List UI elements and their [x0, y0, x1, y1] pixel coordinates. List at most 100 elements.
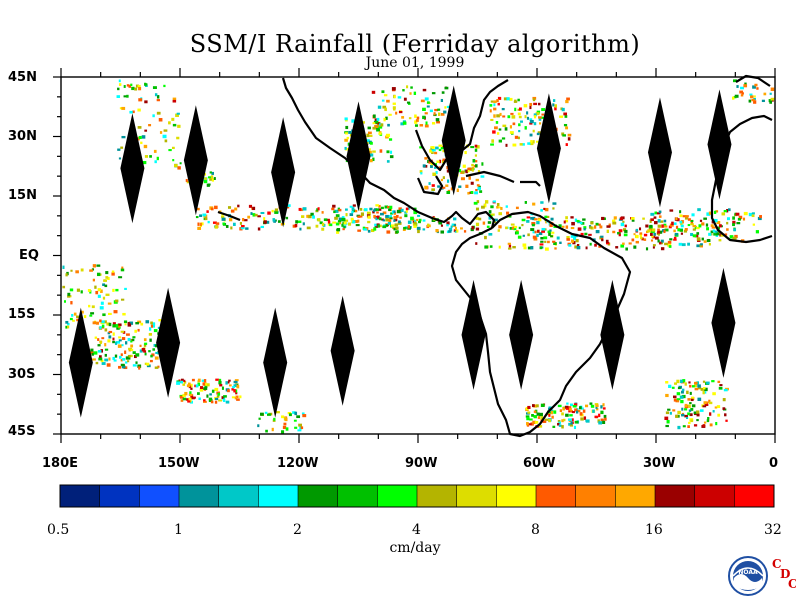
rain-pixel: [533, 122, 537, 126]
lat-label-30n: 30N: [8, 129, 37, 144]
rain-pixel: [712, 229, 715, 233]
rain-pixel: [743, 211, 748, 216]
rain-pixel: [571, 221, 575, 226]
rain-pixel: [93, 351, 98, 355]
rain-pixel: [107, 302, 112, 305]
rain-pixel: [102, 313, 106, 317]
rain-pixel: [532, 404, 535, 408]
rain-pixel: [642, 217, 645, 220]
rain-pixel: [709, 423, 713, 427]
rain-pixel: [407, 225, 410, 229]
rain-pixel: [582, 409, 586, 413]
rain-pixel: [98, 357, 103, 361]
rain-pixel: [467, 167, 472, 170]
rain-pixel: [257, 227, 261, 231]
rain-pixel: [434, 151, 438, 155]
rain-pixel: [548, 419, 551, 423]
rain-pixel: [481, 162, 484, 166]
rain-pixel: [97, 294, 101, 298]
rain-pixel: [679, 214, 683, 218]
rain-pixel: [678, 242, 683, 246]
rain-pixel: [191, 378, 195, 382]
rain-pixel: [218, 399, 223, 402]
rain-pixel: [402, 89, 405, 92]
rain-pixel: [234, 379, 239, 382]
rain-pixel: [691, 404, 696, 408]
rain-pixel: [666, 420, 670, 424]
rain-pixel: [205, 382, 208, 386]
rain-pixel: [436, 120, 440, 124]
rain-pixel: [689, 413, 693, 417]
rain-pixel: [653, 216, 657, 219]
rain-pixel: [225, 224, 229, 228]
rain-pixel: [104, 343, 107, 347]
rain-pixel: [532, 129, 535, 133]
rain-pixel: [237, 204, 240, 208]
rain-pixel: [680, 232, 683, 235]
rain-pixel: [506, 211, 510, 215]
rain-pixel: [536, 412, 540, 416]
rain-pixel: [484, 235, 487, 240]
rain-pixel: [209, 171, 212, 174]
rain-pixel: [150, 321, 153, 325]
rain-pixel: [287, 204, 291, 207]
rain-pixel: [248, 204, 253, 208]
rain-pixel: [554, 247, 557, 250]
rain-pixel: [682, 425, 686, 428]
no-data-diamond: [707, 89, 732, 200]
rain-pixel: [347, 142, 350, 146]
rain-pixel: [696, 237, 701, 241]
rain-pixel: [547, 240, 550, 244]
rain-pixel: [156, 99, 160, 102]
rain-pixel: [294, 411, 298, 416]
rain-pixel: [67, 325, 70, 329]
rain-pixel: [450, 187, 454, 191]
rain-pixel: [751, 212, 755, 215]
rain-pixel: [182, 397, 187, 401]
rain-pixel: [129, 338, 134, 342]
rain-pixel: [156, 95, 160, 99]
rain-pixel: [633, 233, 636, 236]
rain-pixel: [175, 113, 179, 117]
rain-pixel: [650, 212, 655, 216]
rain-pixel: [252, 206, 256, 211]
rain-pixel: [419, 124, 424, 127]
rain-pixel: [590, 404, 595, 408]
rain-pixel: [444, 86, 449, 90]
rain-pixel: [112, 337, 115, 341]
rain-pixel: [559, 409, 563, 413]
rain-pixel: [430, 146, 434, 149]
rain-pixel: [144, 342, 148, 345]
rain-pixel: [357, 219, 360, 223]
rain-pixel: [588, 233, 592, 236]
rain-pixel: [696, 226, 700, 230]
rain-pixel: [431, 92, 436, 95]
rain-pixel: [332, 204, 336, 208]
rain-pixel: [558, 421, 561, 425]
rain-pixel: [265, 429, 268, 433]
rain-pixel: [369, 207, 373, 211]
rain-pixel: [751, 98, 755, 102]
rain-pixel: [151, 322, 156, 326]
rain-pixel: [199, 389, 204, 392]
rain-pixel: [72, 319, 75, 322]
rain-pixel: [490, 100, 494, 103]
rain-pixel: [645, 247, 649, 251]
rain-pixel: [752, 223, 756, 226]
coastline-south-america: [450, 210, 632, 438]
rain-pixel: [431, 188, 435, 191]
rain-pixel: [515, 231, 519, 235]
rain-pixel: [117, 87, 120, 91]
rain-pixel: [498, 139, 503, 143]
rain-pixel: [83, 315, 87, 319]
rain-pixel: [302, 207, 307, 211]
rain-pixel: [260, 225, 265, 229]
rain-pixel: [475, 217, 480, 220]
rain-pixel: [749, 93, 753, 96]
rain-pixel: [113, 359, 117, 362]
rain-pixel: [168, 121, 171, 125]
rain-pixel: [373, 214, 376, 219]
rain-pixel: [373, 227, 377, 231]
rain-pixel: [442, 158, 447, 162]
rain-pixel: [604, 417, 607, 421]
